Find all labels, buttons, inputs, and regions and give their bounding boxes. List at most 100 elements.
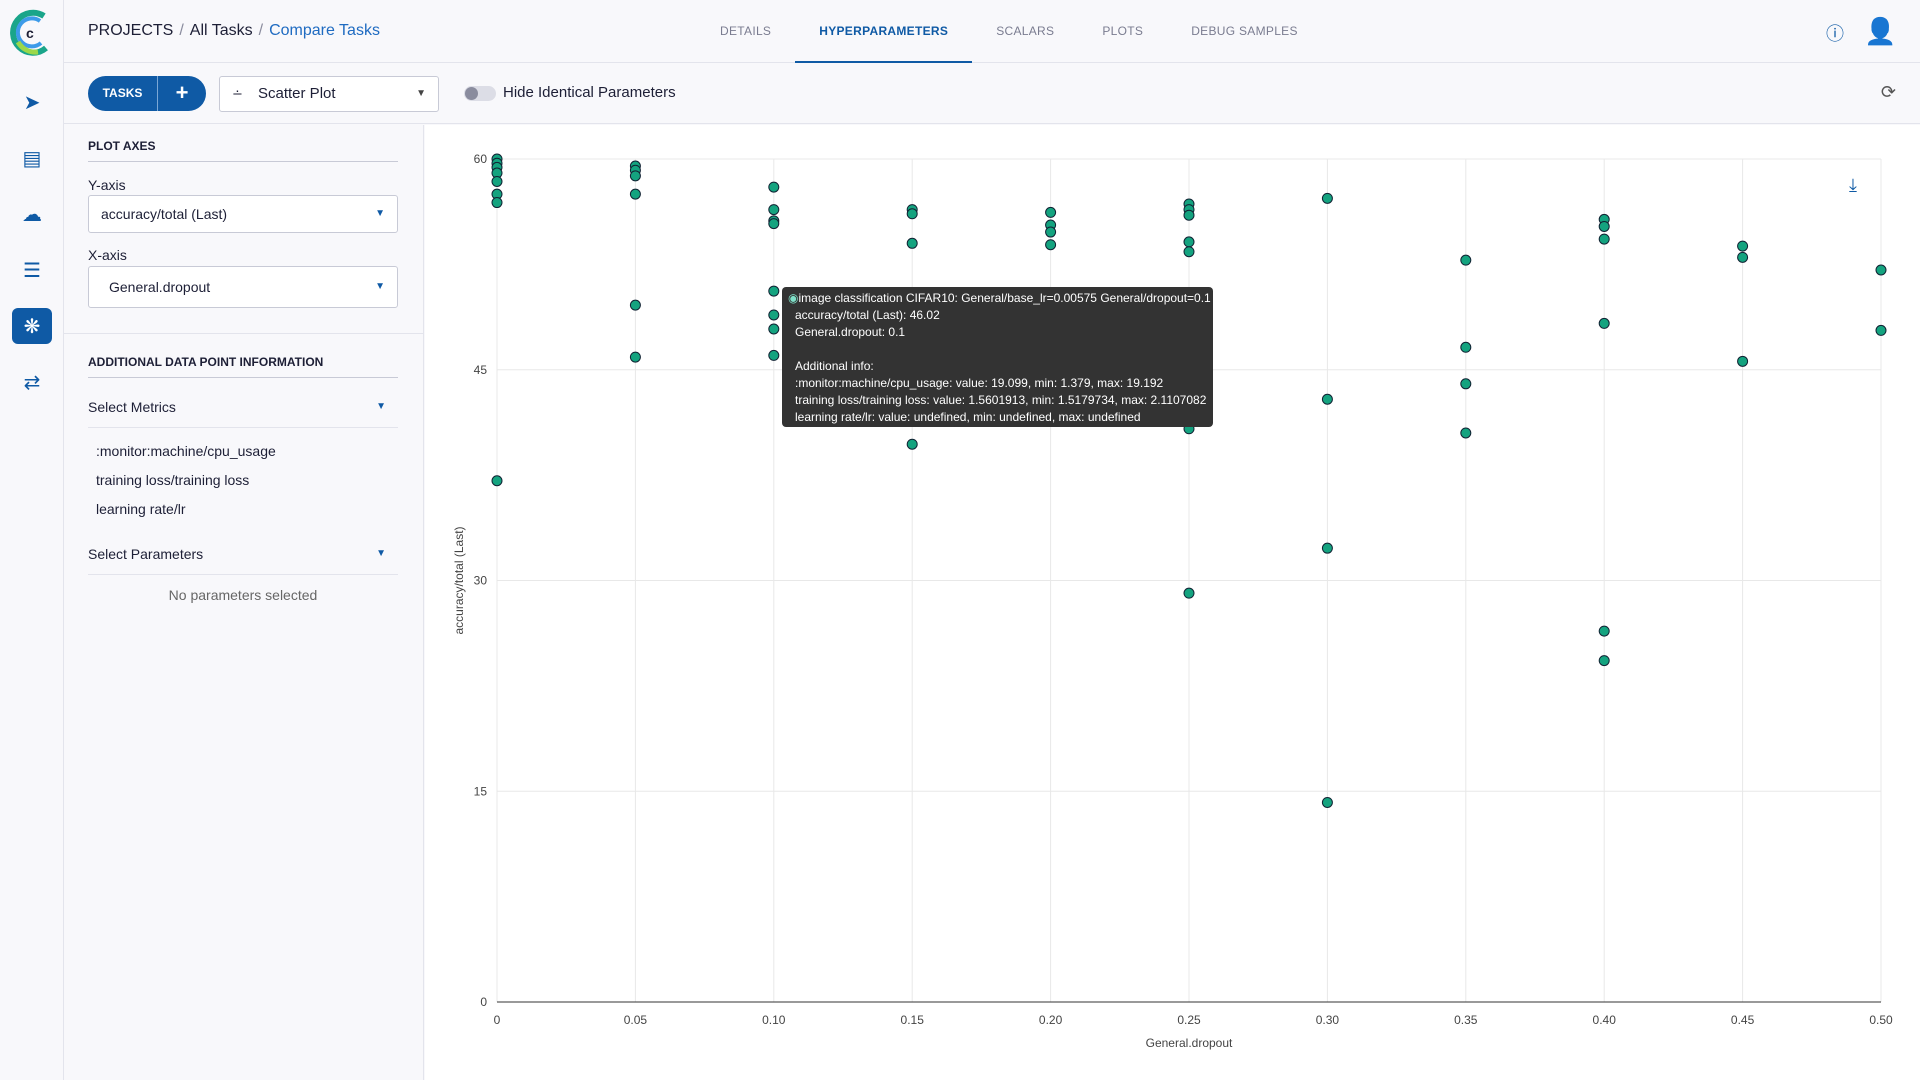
- data-point[interactable]: [629, 170, 641, 182]
- data-point[interactable]: [1460, 427, 1472, 439]
- data-point[interactable]: [1321, 192, 1333, 204]
- x-tick-label: 0.05: [624, 1013, 648, 1027]
- data-point[interactable]: [1045, 239, 1057, 251]
- y-tick-label: 45: [474, 363, 488, 377]
- scatter-plot-icon: ∸: [232, 86, 243, 101]
- data-point[interactable]: [1321, 393, 1333, 405]
- breadcrumb-projects[interactable]: PROJECTS: [88, 22, 174, 39]
- chevron-down-icon: ▼: [375, 281, 385, 292]
- data-point[interactable]: [1460, 254, 1472, 266]
- tab-details[interactable]: DETAILS: [720, 24, 772, 38]
- x-tick-label: 0: [494, 1013, 501, 1027]
- clearml-logo[interactable]: c: [8, 8, 56, 56]
- data-point[interactable]: [1598, 317, 1610, 329]
- data-point[interactable]: [768, 181, 780, 193]
- data-point[interactable]: [629, 351, 641, 363]
- help-icon[interactable]: ⓘ: [1826, 24, 1844, 44]
- chevron-down-icon: ▼: [375, 208, 385, 219]
- plot-type-select[interactable]: ∸ Scatter Plot ▼: [219, 76, 439, 112]
- data-point[interactable]: [768, 309, 780, 321]
- data-point[interactable]: [906, 237, 918, 249]
- data-point[interactable]: [906, 438, 918, 450]
- data-point[interactable]: [768, 285, 780, 297]
- data-point[interactable]: [1321, 796, 1333, 808]
- data-point[interactable]: [1598, 233, 1610, 245]
- chevron-down-icon: ▼: [376, 548, 386, 559]
- tab-plots[interactable]: PLOTS: [1102, 24, 1144, 38]
- data-point[interactable]: [1737, 240, 1749, 252]
- x-axis-title: General.dropout: [1146, 1036, 1233, 1050]
- plot-type-value: Scatter Plot: [258, 85, 336, 102]
- data-point[interactable]: [491, 175, 503, 187]
- data-point[interactable]: [629, 299, 641, 311]
- data-point[interactable]: [491, 475, 503, 487]
- data-point[interactable]: [1183, 246, 1195, 258]
- left-panel: PLOT AXES Y-axis accuracy/total (Last) ▼ …: [64, 125, 424, 1080]
- metric-item[interactable]: training loss/training loss: [96, 472, 250, 488]
- data-point[interactable]: [1598, 655, 1610, 667]
- data-point[interactable]: [768, 204, 780, 216]
- data-point[interactable]: [768, 218, 780, 230]
- x-tick-label: 0.35: [1454, 1013, 1478, 1027]
- y-tick-label: 0: [480, 995, 487, 1009]
- data-point[interactable]: [629, 188, 641, 200]
- x-tick-label: 0.20: [1039, 1013, 1063, 1027]
- metric-item[interactable]: :monitor:machine/cpu_usage: [96, 443, 276, 459]
- nav-projects-icon[interactable]: ▤: [22, 147, 42, 170]
- download-icon[interactable]: ⤓: [1849, 175, 1857, 195]
- x-tick-label: 0.40: [1593, 1013, 1617, 1027]
- chevron-down-icon: ▼: [376, 401, 386, 412]
- data-point[interactable]: [1598, 625, 1610, 637]
- data-point[interactable]: [1045, 226, 1057, 238]
- x-axis-select[interactable]: General.dropout ▼: [88, 266, 398, 308]
- data-point[interactable]: [1875, 324, 1887, 336]
- tasks-button[interactable]: TASKS: [88, 76, 158, 111]
- y-tick-label: 30: [474, 574, 488, 588]
- x-tick-label: 0.25: [1177, 1013, 1201, 1027]
- data-point[interactable]: [1321, 542, 1333, 554]
- x-tick-label: 0.50: [1869, 1013, 1893, 1027]
- data-point[interactable]: [768, 323, 780, 335]
- add-task-button[interactable]: +: [175, 80, 189, 105]
- y-axis-title: accuracy/total (Last): [452, 526, 466, 634]
- y-axis-select[interactable]: accuracy/total (Last) ▼: [88, 195, 398, 233]
- tab-hyperparameters[interactable]: HYPERPARAMETERS: [795, 0, 973, 63]
- data-point[interactable]: [1183, 209, 1195, 221]
- data-point[interactable]: [1183, 236, 1195, 248]
- data-point[interactable]: [1183, 587, 1195, 599]
- additional-info-title: ADDITIONAL DATA POINT INFORMATION: [88, 355, 398, 378]
- data-point[interactable]: [906, 208, 918, 220]
- no-parameters-text: No parameters selected: [168, 587, 318, 603]
- select-metrics-dropdown[interactable]: Select Metrics ▼: [88, 399, 398, 428]
- nav-layers-icon[interactable]: ☰: [23, 259, 41, 282]
- data-point[interactable]: [491, 197, 503, 209]
- data-point[interactable]: [768, 349, 780, 361]
- tooltip-line: General.dropout: 0.1: [795, 325, 906, 339]
- x-tick-label: 0.45: [1731, 1013, 1755, 1027]
- hide-identical-toggle[interactable]: [464, 86, 496, 101]
- tab-debug-samples[interactable]: DEBUG SAMPLES: [1191, 24, 1298, 38]
- nav-workers-icon[interactable]: ⇄: [23, 371, 41, 394]
- breadcrumb-all-tasks[interactable]: All Tasks: [189, 22, 253, 39]
- nav-experiments-icon[interactable]: ❋: [12, 308, 52, 344]
- data-point[interactable]: [1045, 206, 1057, 218]
- refresh-icon[interactable]: ⟳: [1880, 82, 1896, 102]
- tab-scalars[interactable]: SCALARS: [996, 24, 1055, 38]
- data-point[interactable]: [1737, 355, 1749, 367]
- y-axis-label: Y-axis: [88, 177, 126, 193]
- plot-axes-title: PLOT AXES: [88, 139, 398, 162]
- tooltip-line: learning rate/lr: value: undefined, min:…: [795, 410, 1141, 424]
- data-point[interactable]: [1737, 251, 1749, 263]
- data-point[interactable]: [1460, 341, 1472, 353]
- select-parameters-dropdown[interactable]: Select Parameters ▼: [88, 546, 398, 575]
- metric-item[interactable]: learning rate/lr: [96, 501, 186, 517]
- hide-identical-label: Hide Identical Parameters: [503, 84, 676, 101]
- data-point[interactable]: [1460, 378, 1472, 390]
- nav-pipelines-icon[interactable]: ➤: [23, 91, 41, 114]
- nav-datasets-icon[interactable]: ☁: [22, 203, 42, 226]
- user-avatar-icon[interactable]: 👤: [1864, 16, 1897, 46]
- data-point[interactable]: [1875, 264, 1887, 276]
- data-point[interactable]: [1598, 220, 1610, 232]
- x-tick-label: 0.10: [762, 1013, 786, 1027]
